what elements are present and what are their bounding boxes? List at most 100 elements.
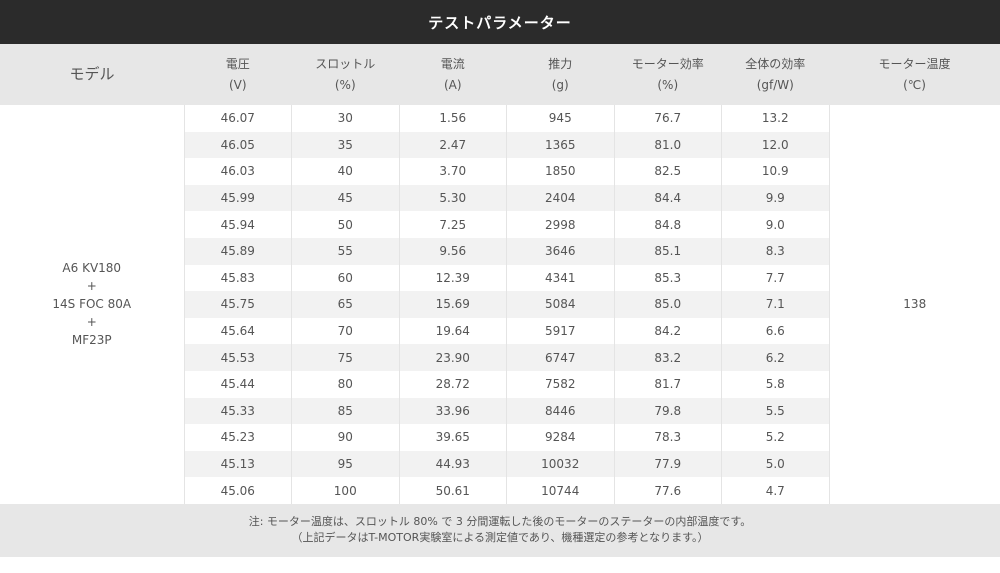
cell-motor-efficiency: 82.5 (614, 158, 722, 185)
cell-throttle: 100 (291, 477, 400, 504)
cell-overall-efficiency: 5.8 (721, 370, 830, 398)
cell-thrust: 3646 (506, 237, 615, 265)
cell-motor-efficiency: 81.0 (614, 131, 722, 159)
cell-throttle: 35 (291, 131, 400, 159)
header-current: 電流 (A) (440, 56, 465, 92)
cell-thrust: 2404 (506, 184, 615, 212)
cell-voltage: 45.94 (184, 211, 292, 238)
test-parameters-table: モデル 電圧 (V) スロットル (%) 電流 (A) 推力 (g) モーター効率 (%)… (0, 44, 1000, 504)
cell-current: 44.93 (399, 450, 507, 478)
cell-overall-efficiency: 4.7 (721, 477, 830, 504)
cell-voltage: 45.33 (184, 397, 292, 425)
cell-throttle: 60 (291, 264, 400, 292)
cell-overall-efficiency: 9.0 (721, 211, 830, 238)
cell-throttle: 85 (291, 397, 400, 425)
cell-current: 3.70 (399, 158, 507, 185)
cell-overall-efficiency: 7.7 (721, 264, 830, 292)
cell-current: 33.96 (399, 397, 507, 425)
cell-motor-efficiency: 83.2 (614, 344, 722, 371)
cell-thrust: 2998 (506, 211, 615, 238)
table-row: 45.64 70 19.64 5917 84.2 6.6 (0, 317, 1000, 345)
cell-throttle: 70 (291, 317, 400, 345)
cell-overall-efficiency: 12.0 (721, 131, 830, 159)
cell-voltage: 45.53 (184, 344, 292, 371)
cell-motor-efficiency: 84.2 (614, 317, 722, 345)
cell-current: 39.65 (399, 424, 507, 451)
header-overall-efficiency: 全体の効率 (gf/W) (745, 56, 806, 92)
table-row: 45.99 45 5.30 2404 84.4 9.9 (0, 184, 1000, 212)
cell-throttle: 40 (291, 158, 400, 185)
cell-thrust: 8446 (506, 397, 615, 425)
footnote: 注: モーター温度は、スロットル 80% で 3 分間運転した後のモーターのステ… (0, 503, 1000, 557)
cell-motor-efficiency: 81.7 (614, 370, 722, 398)
cell-throttle: 75 (291, 344, 400, 371)
cell-current: 28.72 (399, 370, 507, 398)
cell-throttle: 80 (291, 370, 400, 398)
table-row: 45.75 65 15.69 5084 85.0 7.1 (0, 291, 1000, 318)
cell-current: 1.56 (399, 105, 507, 132)
cell-overall-efficiency: 5.5 (721, 397, 830, 425)
cell-motor-efficiency: 84.4 (614, 184, 722, 212)
temperature-cell: 138 (829, 105, 1000, 504)
cell-current: 9.56 (399, 237, 507, 265)
cell-overall-efficiency: 7.1 (721, 291, 830, 318)
header-motor-efficiency: モーター効率 (%) (631, 56, 704, 92)
cell-overall-efficiency: 6.6 (721, 317, 830, 345)
cell-voltage: 45.06 (184, 477, 292, 504)
cell-overall-efficiency: 5.2 (721, 424, 830, 451)
table-row: 45.23 90 39.65 9284 78.3 5.2 (0, 424, 1000, 451)
cell-motor-efficiency: 77.9 (614, 450, 722, 478)
cell-overall-efficiency: 5.0 (721, 450, 830, 478)
footnote-line-1: 注: モーター温度は、スロットル 80% で 3 分間運転した後のモーターのステ… (248, 514, 752, 528)
cell-thrust: 5084 (506, 291, 615, 318)
cell-throttle: 65 (291, 291, 400, 318)
cell-thrust: 5917 (506, 317, 615, 345)
cell-voltage: 45.99 (184, 184, 292, 212)
cell-current: 12.39 (399, 264, 507, 292)
cell-motor-efficiency: 79.8 (614, 397, 722, 425)
cell-voltage: 45.64 (184, 317, 292, 345)
cell-overall-efficiency: 6.2 (721, 344, 830, 371)
header-throttle: スロットル (%) (315, 56, 376, 92)
cell-overall-efficiency: 13.2 (721, 105, 830, 132)
cell-motor-efficiency: 85.0 (614, 291, 722, 318)
cell-thrust: 6747 (506, 344, 615, 371)
cell-motor-efficiency: 85.3 (614, 264, 722, 292)
cell-voltage: 46.03 (184, 158, 292, 185)
cell-throttle: 45 (291, 184, 400, 212)
cell-current: 5.30 (399, 184, 507, 212)
cell-throttle: 50 (291, 211, 400, 238)
cell-voltage: 45.23 (184, 424, 292, 451)
cell-overall-efficiency: 10.9 (721, 158, 830, 185)
cell-thrust: 1365 (506, 131, 615, 159)
cell-current: 15.69 (399, 291, 507, 318)
model-cell: A6 KV180 + 14S FOC 80A + MF23P (0, 105, 185, 504)
cell-current: 2.47 (399, 131, 507, 159)
cell-thrust: 945 (506, 105, 615, 132)
cell-thrust: 10032 (506, 450, 615, 478)
cell-throttle: 30 (291, 105, 400, 132)
table-row: A6 KV180 + 14S FOC 80A + MF23P 46.07 30 … (0, 105, 1000, 504)
table-row: 46.05 35 2.47 1365 81.0 12.0 (0, 131, 1000, 159)
table-row: 45.33 85 33.96 8446 79.8 5.5 (0, 397, 1000, 425)
cell-throttle: 55 (291, 237, 400, 265)
cell-voltage: 45.75 (184, 291, 292, 318)
cell-voltage: 46.07 (184, 105, 292, 132)
cell-overall-efficiency: 9.9 (721, 184, 830, 212)
table-row: 45.83 60 12.39 4341 85.3 7.7 (0, 264, 1000, 292)
cell-thrust: 4341 (506, 264, 615, 292)
cell-thrust: 10744 (506, 477, 615, 504)
table-header-row: モデル 電圧 (V) スロットル (%) 電流 (A) 推力 (g) モーター効率 (%)… (0, 44, 1000, 105)
cell-current: 50.61 (399, 477, 507, 504)
footnote-line-2: （上記データはT-MOTOR実験室による測定値であり、機種選定の参考となります。… (291, 530, 709, 544)
table-row: 45.06 100 50.61 10744 77.6 4.7 (0, 477, 1000, 504)
table-row: 45.44 80 28.72 7582 81.7 5.8 (0, 370, 1000, 398)
cell-voltage: 45.89 (184, 237, 292, 265)
cell-thrust: 1850 (506, 158, 615, 185)
cell-voltage: 45.83 (184, 264, 292, 292)
page-title: テストパラメーター (0, 0, 1000, 44)
cell-thrust: 9284 (506, 424, 615, 451)
table-row: 45.89 55 9.56 3646 85.1 8.3 (0, 237, 1000, 265)
cell-current: 19.64 (399, 317, 507, 345)
cell-voltage: 46.05 (184, 131, 292, 159)
